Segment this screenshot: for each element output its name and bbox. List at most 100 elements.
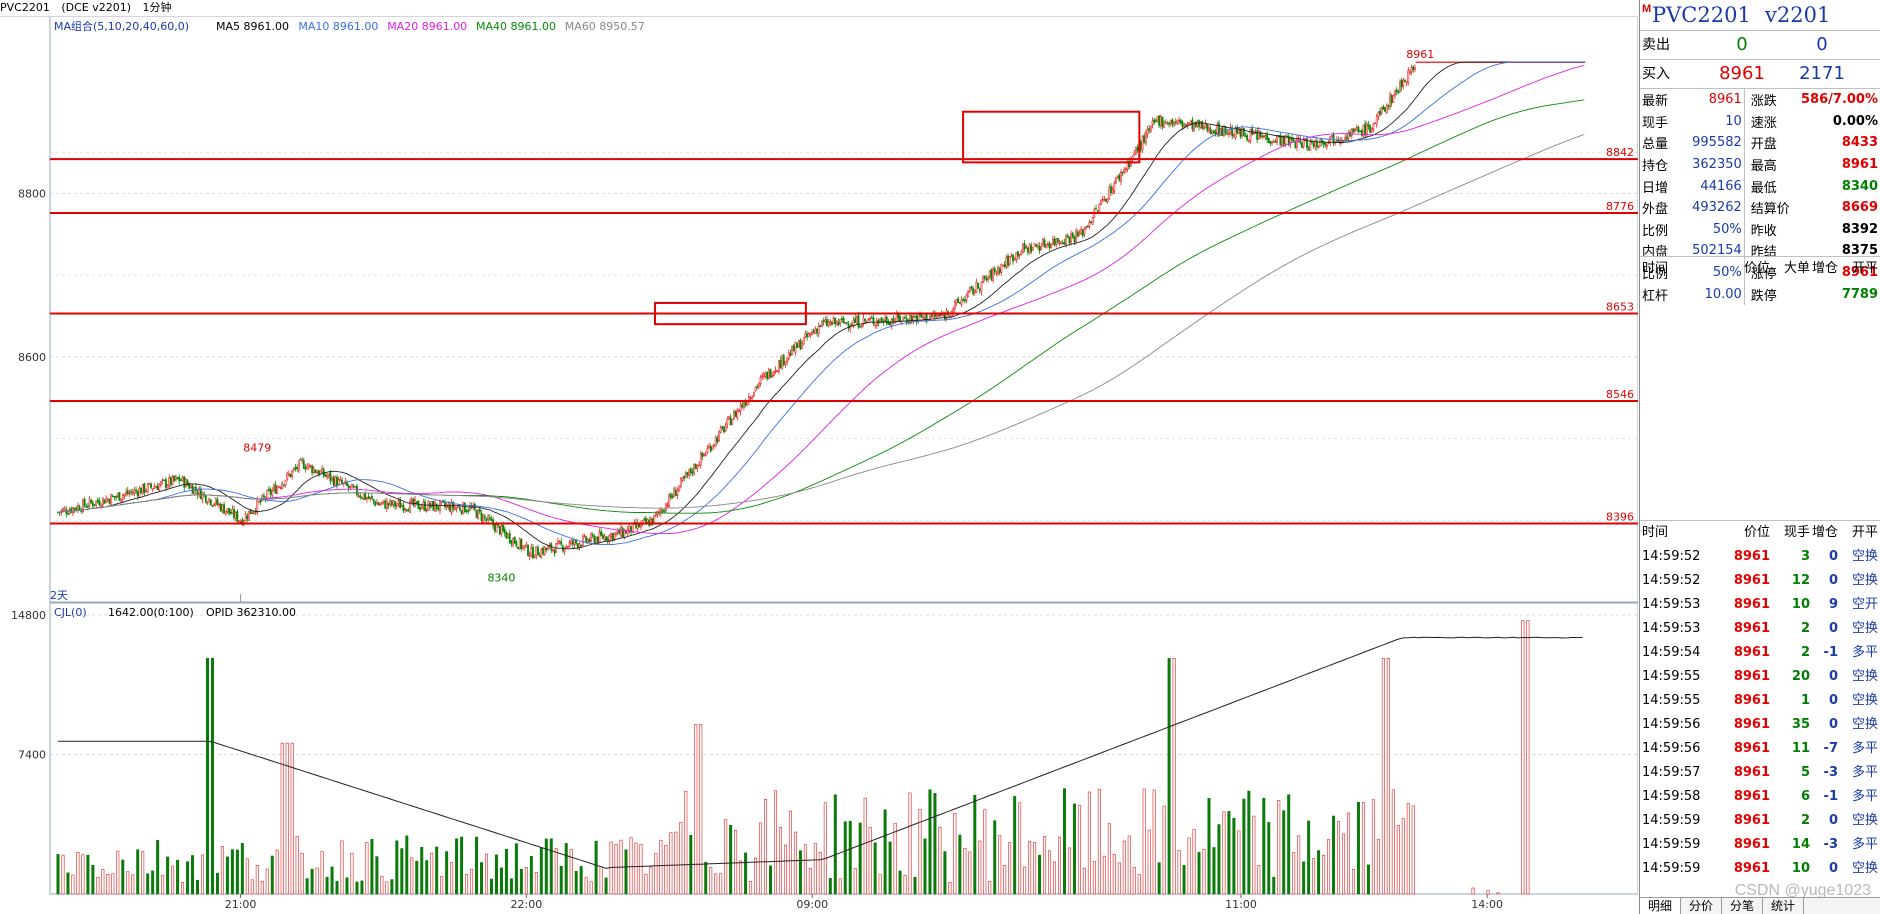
panel-tabs[interactable]: 明细 分价 分笔 统计 <box>1640 897 1880 914</box>
candle-body <box>282 484 285 486</box>
candle-body <box>390 500 393 506</box>
candle-body <box>108 499 111 504</box>
trade-row[interactable]: 14:59:55 8961 20 0 空换 <box>1640 665 1880 689</box>
candle-body <box>269 489 272 495</box>
candle-body <box>1440 61 1443 63</box>
trade-row[interactable]: 14:59:53 8961 2 0 空换 <box>1640 617 1880 641</box>
candle-body <box>1148 128 1151 131</box>
trade-row[interactable]: 14:59:59 8961 10 0 空换 <box>1640 857 1880 881</box>
candle-body <box>1013 258 1016 261</box>
trade-row[interactable]: 14:59:59 8961 2 0 空换 <box>1640 809 1880 833</box>
volume-bar <box>101 869 105 895</box>
trade-oi-change: -1 <box>1823 789 1838 804</box>
candle-body <box>1038 246 1041 252</box>
tab-3[interactable]: 统计 <box>1763 898 1805 914</box>
trade-list[interactable]: 时间 价位 现手 增仓 开平 14:59:52 8961 3 0 空换 14:59:52 … <box>1640 520 1880 881</box>
candle-body <box>1382 106 1385 110</box>
candle-body <box>241 519 244 526</box>
candle-body <box>1284 135 1287 145</box>
candle-body <box>1201 121 1204 129</box>
candle-body <box>836 320 838 325</box>
candle-body <box>929 316 931 319</box>
candle-body <box>256 499 259 514</box>
volume-bar <box>1117 862 1121 895</box>
candle-body <box>1352 128 1355 133</box>
quote-value: 50% <box>1712 221 1742 237</box>
volume-bar <box>470 868 474 895</box>
tab-2[interactable]: 分笔 <box>1722 898 1764 914</box>
volume-bar <box>1252 815 1256 895</box>
trade-oi-change: 9 <box>1828 597 1838 612</box>
kline-chart[interactable]: 8800 8600 14800 7400 21:00 22:00 09:00 11:00 14:… <box>0 0 1638 914</box>
candle-body <box>1355 126 1358 131</box>
volume-bar <box>1267 822 1271 895</box>
candle-body <box>1414 67 1416 71</box>
candle-body <box>708 445 710 449</box>
column-header: 价位 <box>1743 525 1770 540</box>
candle-body <box>417 500 420 509</box>
volume-bar <box>355 881 359 895</box>
tab-1[interactable]: 分价 <box>1681 898 1723 914</box>
candle-body <box>542 548 544 555</box>
volume-bar <box>146 873 150 895</box>
trade-row[interactable]: 14:59:54 8961 2 -1 多平 <box>1640 641 1880 665</box>
volume-bar <box>141 851 145 895</box>
candle-body <box>213 504 216 506</box>
trade-row[interactable]: 14:59:56 8961 11 -7 多平 <box>1640 737 1880 761</box>
trade-type: 多平 <box>1851 741 1878 756</box>
trade-row[interactable]: 14:59:52 8961 12 0 空换 <box>1640 569 1880 593</box>
candle-body <box>231 508 234 514</box>
candle-body <box>762 374 765 377</box>
volume-bar <box>948 882 952 895</box>
candle-body <box>462 502 465 515</box>
ma-legend-ma5: MA5 8961.00 <box>216 20 289 33</box>
candle-body <box>1058 242 1061 244</box>
chart-title-bar[interactable]: PVC2201 (DCE v2201) 1分钟 <box>0 0 1638 17</box>
trade-volume: 2 <box>1800 813 1810 828</box>
candle-body <box>590 533 593 541</box>
volume-bar <box>480 862 484 895</box>
volume-bar <box>240 843 244 895</box>
candle-body <box>704 453 707 456</box>
candle-body <box>1261 135 1264 138</box>
candle-body <box>1292 139 1295 142</box>
m-badge: M <box>1642 3 1652 15</box>
ma10-line <box>57 61 1585 546</box>
volume-bar <box>1162 805 1166 895</box>
volume-bar <box>659 839 663 895</box>
trade-time: 14:59:53 <box>1642 621 1701 636</box>
volume-bar <box>1391 789 1395 895</box>
trade-row[interactable]: 14:59:56 8961 35 0 空换 <box>1640 713 1880 737</box>
trade-volume: 10 <box>1791 597 1810 612</box>
candle-body <box>671 496 674 498</box>
trade-row[interactable]: 14:59:59 8961 14 -3 多平 <box>1640 833 1880 857</box>
trade-row[interactable]: 14:59:57 8961 5 -3 多平 <box>1640 761 1880 785</box>
volume-bar <box>1137 873 1141 895</box>
candle-body <box>1402 79 1405 87</box>
candle-body <box>1314 139 1317 147</box>
volume-bar <box>1366 864 1370 895</box>
tab-0[interactable]: 明细 <box>1640 898 1682 914</box>
trade-row[interactable]: 14:59:52 8961 3 0 空换 <box>1640 545 1880 569</box>
candle-body <box>1244 135 1247 138</box>
volume-bar <box>1521 620 1525 895</box>
candle-body <box>884 317 887 322</box>
column-header: 增仓 <box>1811 261 1838 276</box>
trade-row[interactable]: 14:59:55 8961 1 0 空换 <box>1640 689 1880 713</box>
candle-body <box>1053 238 1056 246</box>
quote-label: 比例 <box>1642 223 1669 239</box>
candle-body <box>975 281 978 293</box>
trade-row[interactable]: 14:59:58 8961 6 -1 多平 <box>1640 785 1880 809</box>
volume-bar <box>280 742 284 895</box>
period-selector[interactable]: 1分钟 <box>142 1 172 14</box>
trade-row[interactable]: 14:59:53 8961 10 9 空开 <box>1640 593 1880 617</box>
candle-body <box>326 475 328 478</box>
candle-body <box>811 331 813 335</box>
candle-body <box>645 518 647 524</box>
candle-body <box>875 320 878 326</box>
quote-label: 现手 <box>1642 115 1669 131</box>
candle-body <box>1060 241 1063 245</box>
quote-label: 日增 <box>1642 180 1669 196</box>
candle-body <box>1151 120 1154 125</box>
candle-body <box>965 294 968 301</box>
